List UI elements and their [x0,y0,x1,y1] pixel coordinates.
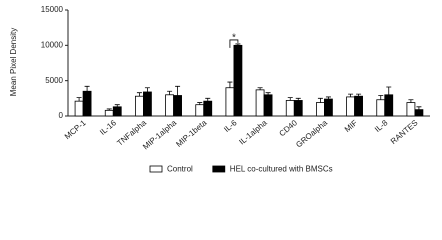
bar [255,89,265,117]
error-bar [76,97,82,102]
error-bar [287,97,293,101]
bar [195,104,205,117]
bar [406,102,416,117]
bar [414,109,424,117]
bar [324,98,333,117]
legend-swatch [212,165,226,173]
x-tick-label: GROalpha [294,118,329,150]
bar [285,100,295,117]
y-tick-label: 15000 [41,5,64,14]
error-bar [175,85,181,96]
bar [82,90,92,117]
x-tick-label: IL-8 [373,118,390,134]
legend-label: HEL co-cultured with BMSCs [230,165,333,174]
error-bar [356,93,362,97]
error-bar [136,92,142,97]
bar [384,94,394,117]
bar [225,87,235,117]
error-bar [205,97,211,102]
y-axis-label: Mean Pixel Density [9,28,18,96]
bar [165,94,174,117]
bar [233,44,243,117]
bar [354,95,363,117]
error-bar [386,86,392,95]
error-bar [257,87,263,90]
error-bar [325,96,331,100]
x-tick-label: CD40 [277,118,299,138]
bar [203,100,213,117]
x-tick-label: RANTES [389,118,420,146]
chart: Mean Pixel Density 0 5000 10000 15000 MCP-1 I… [9,5,430,174]
bar [143,91,152,117]
bar [346,96,355,117]
bar [263,94,273,117]
bar [293,100,303,117]
error-bar [84,85,90,92]
x-tick-label: IL-1alpha [237,118,269,147]
error-bar [317,97,323,103]
bar [104,109,114,117]
y-tick-label: 5000 [45,76,63,85]
error-bar [295,97,301,101]
y-tick-label: 0 [59,111,64,120]
x-tick-label: IL-16 [98,118,118,137]
significance-bracket [229,39,239,48]
bar [74,100,84,117]
bar [135,95,144,117]
error-bar [167,90,173,95]
annotation: * [232,33,236,44]
error-bar [408,99,414,103]
error-bar [197,102,203,105]
error-bar [227,81,233,88]
x-tick-label: MIP-1alpha [141,118,179,152]
error-bar [416,106,422,110]
x-tick-label: MIF [343,118,359,134]
error-bar [378,95,384,100]
bar [316,102,325,117]
error-bar [106,108,112,111]
error-bar [144,87,150,92]
x-tick-label: MCP-1 [63,118,88,141]
error-bar [265,92,271,95]
bar [173,95,182,117]
error-bar [348,93,354,97]
error-bar [114,104,120,107]
bar [376,99,386,117]
legend-label: Control [167,165,193,174]
y-tick-label: 10000 [41,40,64,49]
x-tick-label: MIP-1beta [174,118,208,149]
bar [112,106,122,117]
x-tick-label: IL-6 [222,118,239,134]
legend-swatch [149,165,163,173]
error-bar [235,43,241,46]
